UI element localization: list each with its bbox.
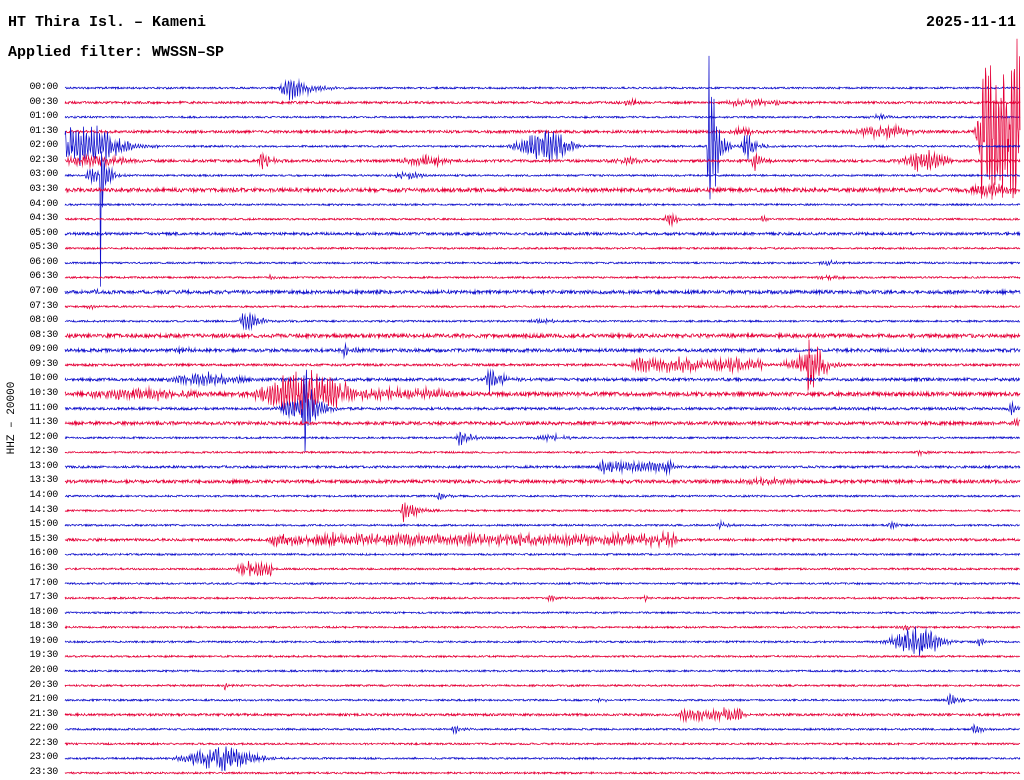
filter-label: Applied filter: WWSSN–SP (8, 44, 225, 61)
time-tick-label: 09:30 (29, 358, 58, 370)
time-tick-label: 11:00 (29, 402, 58, 414)
time-tick-label: 21:00 (29, 694, 58, 706)
time-tick-label: 12:00 (29, 431, 58, 443)
time-tick-label: 14:00 (29, 490, 58, 502)
time-tick-label: 08:30 (29, 329, 58, 341)
time-tick-label: 09:00 (29, 344, 58, 356)
time-tick-label: 08:00 (29, 315, 58, 327)
time-tick-label: 03:00 (29, 169, 58, 181)
time-tick-label: 06:00 (29, 256, 58, 268)
time-tick-label: 18:00 (29, 606, 58, 618)
time-tick-label: 15:30 (29, 533, 58, 545)
time-tick-label: 02:00 (29, 140, 58, 152)
time-tick-label: 07:00 (29, 286, 58, 298)
time-tick-label: 10:00 (29, 373, 58, 385)
time-tick-label: 05:30 (29, 242, 58, 254)
time-tick-label: 12:30 (29, 446, 58, 458)
time-tick-label: 17:30 (29, 592, 58, 604)
time-tick-label: 04:00 (29, 198, 58, 210)
time-tick-label: 01:00 (29, 111, 58, 123)
time-tick-label: 06:30 (29, 271, 58, 283)
time-tick-label: 02:30 (29, 154, 58, 166)
time-tick-label: 16:00 (29, 548, 58, 560)
time-tick-label: 19:30 (29, 650, 58, 662)
time-tick-label: 00:30 (29, 96, 58, 108)
station-title: HT Thira Isl. – Kameni (8, 14, 207, 31)
time-tick-label: 14:30 (29, 504, 58, 516)
time-tick-label: 22:30 (29, 737, 58, 749)
time-tick-label: 23:30 (29, 766, 58, 778)
time-tick-label: 11:30 (29, 417, 58, 429)
time-tick-label: 18:30 (29, 621, 58, 633)
time-tick-label: 22:00 (29, 723, 58, 735)
time-tick-label: 13:30 (29, 475, 58, 487)
time-tick-label: 23:00 (29, 752, 58, 764)
time-tick-label: 05:00 (29, 227, 58, 239)
time-tick-label: 04:30 (29, 213, 58, 225)
time-tick-label: 20:30 (29, 679, 58, 691)
time-tick-label: 03:30 (29, 184, 58, 196)
time-tick-label: 15:00 (29, 519, 58, 531)
time-tick-label: 01:30 (29, 125, 58, 137)
time-tick-label: 10:30 (29, 388, 58, 400)
time-tick-label: 20:00 (29, 664, 58, 676)
record-date: 2025-11-11 (925, 14, 1016, 31)
time-tick-label: 16:30 (29, 562, 58, 574)
time-tick-label: 19:00 (29, 635, 58, 647)
time-tick-label: 07:30 (29, 300, 58, 312)
time-tick-label: 00:00 (29, 82, 58, 93)
time-tick-label: 13:00 (29, 460, 58, 472)
time-tick-label: 21:30 (29, 708, 58, 720)
time-tick-label: 17:00 (29, 577, 58, 589)
